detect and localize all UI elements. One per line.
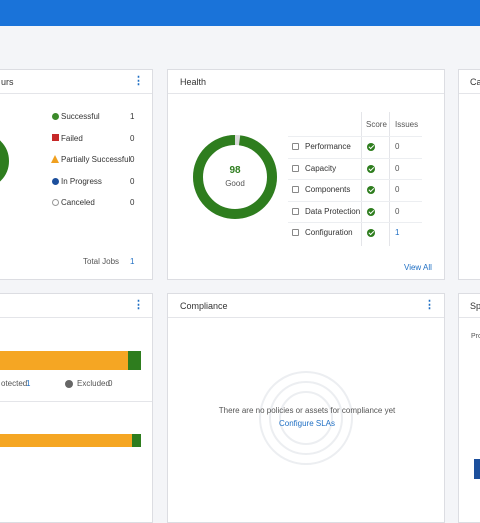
score-check [367,229,375,237]
health-donut: 98 Good [193,135,277,219]
score-check [367,164,375,173]
status-count: 1 [130,112,135,121]
status-label: Canceled [61,198,95,207]
row-label: Components [305,185,351,194]
status-count: 0 [130,176,135,186]
status-count: 0 [130,133,135,143]
status-label: Successful [61,112,100,121]
row-label: Data Protection [305,206,361,216]
score-check [367,207,375,216]
excluded-label: Excluded [77,379,110,388]
status-count: 0 [130,155,135,164]
donut-arc [193,135,277,219]
row-divider [288,157,422,159]
protected-value[interactable]: 1 [26,379,31,388]
status-label: In Progress [61,176,102,186]
card-title: Health [180,77,207,87]
sp-card: Sp Pro [458,293,480,523]
divider [459,93,480,94]
excluded-value: 0 [108,379,113,388]
protection-bar [128,351,141,370]
divider [0,401,152,402]
empty-message: There are no policies or assets for comp… [218,406,396,415]
status-icon [52,134,59,141]
row-divider [288,179,422,180]
status-icon [52,178,59,185]
row-label: Configuration [305,228,353,237]
configure-link[interactable]: Configure SLAs [278,419,336,428]
divider [0,93,152,94]
status-icon [52,199,59,206]
row-divider [288,136,422,137]
column-header: Score [366,120,387,129]
row-issues: 0 [395,185,400,194]
score-check [367,143,375,151]
menu-button[interactable]: ⋮ [133,75,144,87]
card-text: Pro [471,333,480,340]
row-icon [292,207,299,215]
compliance-card: Compliance ⋮ There are no policies or as… [167,293,445,523]
page: urs ⋮ Successful 1 Failed 0 Partially Succes… [0,0,480,512]
view-all-link[interactable]: View All [404,263,432,272]
divider [168,93,444,94]
row-label: Capacity [305,163,337,173]
protection-bar [0,434,132,447]
status-count: 0 [130,198,135,207]
score-value: 98 [229,165,241,176]
total-label: Total Jobs [83,257,120,266]
score-check [367,186,375,194]
card-title: urs [1,77,14,87]
row-issues: 0 [395,163,400,173]
status-label: Failed [61,133,83,143]
menu-button[interactable]: ⋮ [133,299,144,311]
divider [168,317,444,318]
protection-bar [132,434,141,447]
divider [459,317,480,318]
jobs-donut [0,140,9,182]
status-icon [51,155,59,163]
top-bar [0,0,480,26]
card-title: Sp [470,301,480,311]
bar-fragment [474,459,480,479]
row-icon [292,164,299,172]
status-label: Partially Successful [61,155,131,164]
row-label: Performance [305,142,351,151]
row-issues: 0 [395,206,400,216]
card-title: Compliance [180,301,228,311]
capacity-card: Ca [458,69,480,280]
row-divider [288,200,422,202]
row-icon [292,229,299,236]
card-title: Ca [470,77,480,87]
protected-label: otected [1,379,28,388]
protection-card: ⋮ otected 1 Excluded 0 [0,293,153,523]
row-issues[interactable]: 1 [395,228,400,237]
donut-ring [0,140,9,182]
row-divider [288,222,422,223]
column-header: Issues [395,120,419,129]
row-issues: 0 [395,142,400,151]
total-value[interactable]: 1 [130,257,135,266]
excluded-icon [65,380,73,388]
jobs-card: urs ⋮ Successful 1 Failed 0 Partially Succes… [0,69,153,280]
health-card: Health 98 Good Score Issues Performance 0… [167,69,445,280]
row-icon [292,143,299,150]
divider [0,317,152,318]
empty-illustration [259,371,353,465]
protection-bar [0,351,128,370]
status-icon [52,113,59,120]
menu-button[interactable]: ⋮ [424,299,435,311]
score-status: Good [225,179,245,188]
row-icon [292,186,299,193]
